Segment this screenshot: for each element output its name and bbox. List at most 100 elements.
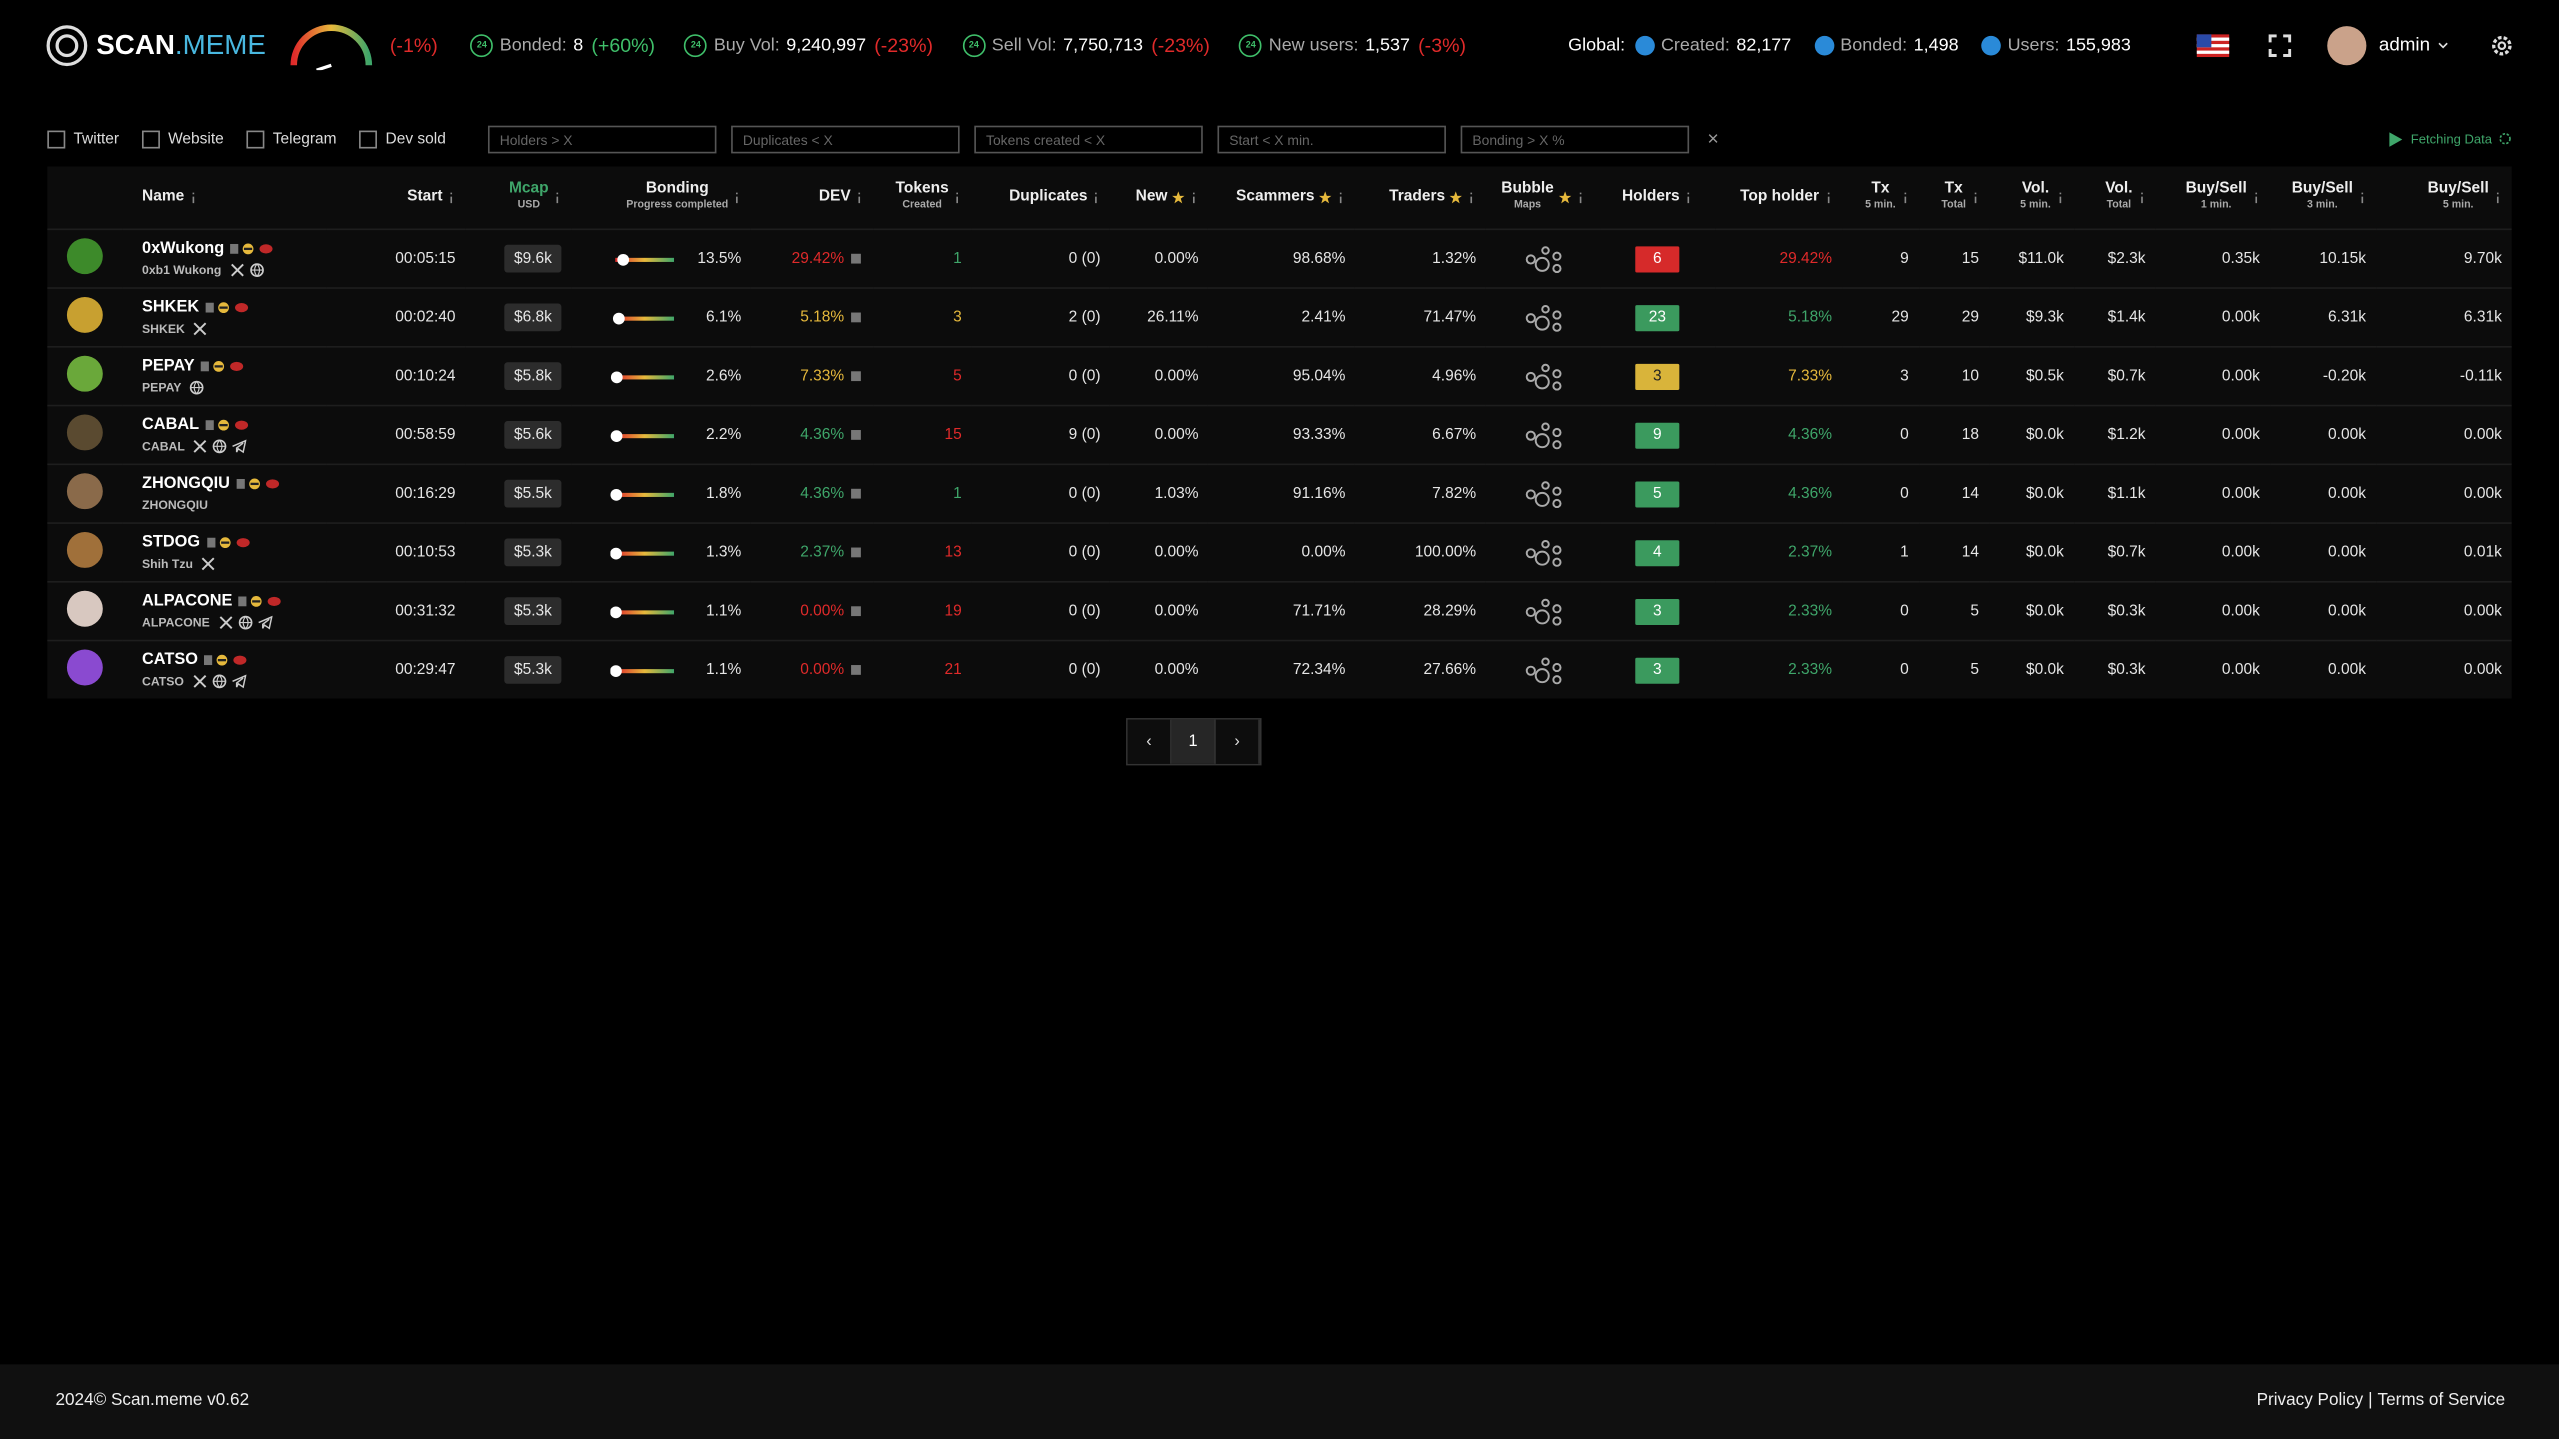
filter-input[interactable]: Start < X min. <box>1217 124 1447 153</box>
cell: 2.37% <box>1714 522 1842 582</box>
clear-filters[interactable]: × <box>1707 127 1719 151</box>
bubble-icon[interactable] <box>1523 596 1562 625</box>
x-icon[interactable] <box>201 556 216 571</box>
token-row[interactable]: PEPAY PEPAY 00:10:24 $5.8k 2.6% 7.33% 5 0 (0) 0.… <box>47 345 2512 406</box>
checkbox[interactable] <box>47 129 66 148</box>
checkbox-filter[interactable]: Telegram <box>246 129 337 148</box>
bubble-map[interactable] <box>1523 421 1562 449</box>
bubble-icon[interactable] <box>1523 655 1562 684</box>
social-link[interactable] <box>238 614 253 629</box>
web-icon[interactable] <box>213 438 228 453</box>
social-link[interactable] <box>249 262 264 277</box>
flag[interactable] <box>2196 34 2229 58</box>
token-row[interactable]: ZHONGQIU ZHONGQIU 00:16:29 $5.5k 1.8% 4.36% 1 0… <box>47 463 2512 524</box>
bubble-icon[interactable] <box>1523 420 1562 449</box>
bubble-map[interactable] <box>1523 362 1562 390</box>
table-body: 0xWukong 0xb1 Wukong 00:05:15 $9.6k 13.5% 29.… <box>47 228 2512 699</box>
social-link[interactable] <box>190 379 205 394</box>
x-icon[interactable] <box>193 321 208 336</box>
token-row[interactable]: ALPACONE ALPACONE 00:31:32 $5.3k 1.1% 0.00% 19… <box>47 580 2512 641</box>
bubble-map[interactable] <box>1523 304 1562 331</box>
social-link[interactable] <box>193 438 208 453</box>
header-content: Tx 5 min. <box>1865 180 1909 214</box>
cell-value: 1.03% <box>1154 484 1199 503</box>
token-row[interactable]: 0xWukong 0xb1 Wukong 00:05:15 $9.6k 13.5% 29.… <box>47 228 2512 289</box>
name-line: ZHONGQIU <box>142 472 317 493</box>
stat-value: 8 <box>573 35 584 56</box>
filter-input[interactable]: Duplicates < X <box>731 124 960 153</box>
checkbox[interactable] <box>141 129 160 148</box>
social-link[interactable] <box>257 614 272 629</box>
cell-value: 00:02:40 <box>395 308 456 327</box>
cell-value: 6.31k <box>2463 308 2502 327</box>
social-link[interactable] <box>212 673 227 688</box>
token-row[interactable]: CATSO CATSO 00:29:47 $5.3k 1.1% 0.00% 21 0 (0) 0… <box>47 639 2512 699</box>
social-link[interactable] <box>201 556 216 571</box>
cell: $5.3k <box>465 639 572 699</box>
page-prev[interactable]: ‹ <box>1127 719 1172 764</box>
x-icon[interactable] <box>218 614 233 629</box>
checkbox-filter[interactable]: Website <box>141 129 224 148</box>
web-icon[interactable] <box>190 379 205 394</box>
bubble-icon[interactable] <box>1523 361 1562 390</box>
privacy-link[interactable]: Privacy Policy <box>2256 1390 2364 1411</box>
token-row[interactable]: CABAL CABAL 00:58:59 $5.6k 2.2% 4.36% 15 9 (0) 0… <box>47 404 2512 465</box>
header-title: Start <box>407 187 443 206</box>
filter-input[interactable]: Bonding > X % <box>1460 124 1690 153</box>
bubble-map[interactable] <box>1523 480 1562 508</box>
web-icon[interactable] <box>249 262 264 277</box>
token-name: SHKEK <box>142 297 200 316</box>
filter-input[interactable]: Holders > X <box>488 124 717 153</box>
user-menu[interactable]: admin <box>2326 26 2448 66</box>
column-header: Top holder <box>1714 166 1841 229</box>
bubble-map[interactable] <box>1523 597 1562 625</box>
bubble-icon[interactable] <box>1523 479 1562 508</box>
filter-input[interactable]: Tokens created < X <box>974 124 1204 153</box>
telegram-icon[interactable] <box>232 438 247 453</box>
x-icon[interactable] <box>192 673 207 688</box>
bubble-map[interactable] <box>1523 539 1562 566</box>
stat-change: (-23%) <box>1151 34 1210 58</box>
checkbox[interactable] <box>246 129 265 148</box>
social-link[interactable] <box>232 438 247 453</box>
token-row[interactable]: STDOG Shih Tzu 00:10:53 $5.3k 1.3% 2.37% 13 0 (… <box>47 522 2512 582</box>
cell: 29.42% <box>751 228 874 289</box>
star-icon <box>1172 191 1186 204</box>
checkbox-filter[interactable]: Dev sold <box>359 129 446 148</box>
page-page[interactable]: 1 <box>1171 719 1216 764</box>
page-next[interactable]: › <box>1215 719 1260 764</box>
cell-value: 0 <box>1900 660 1909 679</box>
bubble-map[interactable] <box>1523 656 1562 684</box>
avatar-cell <box>47 287 123 347</box>
social-link[interactable] <box>218 614 233 629</box>
cell-value: 5 <box>1970 602 1980 621</box>
settings[interactable] <box>2490 34 2513 57</box>
social-link[interactable] <box>213 438 228 453</box>
web-icon[interactable] <box>238 614 253 629</box>
social-link[interactable] <box>193 321 208 336</box>
terms-link[interactable]: Terms of Service <box>2377 1390 2506 1411</box>
x-icon[interactable] <box>193 438 208 453</box>
header-title: Vol. <box>2021 179 2050 198</box>
cell: 3 <box>1600 345 1715 406</box>
checkbox[interactable] <box>359 129 378 148</box>
token-row[interactable]: SHKEK SHKEK 00:02:40 $6.8k 6.1% 5.18% 3 2 (0) 26… <box>47 287 2512 347</box>
bubble-icon[interactable] <box>1523 303 1562 332</box>
fullscreen[interactable] <box>2268 34 2291 57</box>
cell: 1.1% <box>571 639 752 699</box>
bubble-icon[interactable] <box>1523 538 1562 567</box>
x-icon[interactable] <box>230 262 245 277</box>
telegram-icon[interactable] <box>231 673 246 688</box>
info <box>1337 191 1345 204</box>
cell: 71.47% <box>1355 287 1486 347</box>
checkbox-filter[interactable]: Twitter <box>47 129 119 148</box>
header-title: Buy/Sell <box>2291 179 2353 198</box>
progress-bar <box>611 368 676 384</box>
telegram-icon[interactable] <box>257 614 272 629</box>
bubble-icon[interactable] <box>1523 244 1562 273</box>
social-link[interactable] <box>230 262 245 277</box>
social-link[interactable] <box>192 673 207 688</box>
web-icon[interactable] <box>212 673 227 688</box>
bubble-map[interactable] <box>1523 245 1562 273</box>
social-link[interactable] <box>231 673 246 688</box>
